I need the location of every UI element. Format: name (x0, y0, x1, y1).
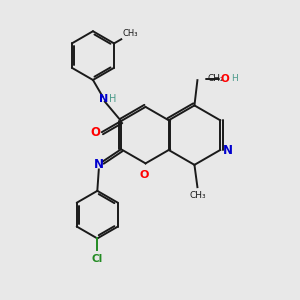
Text: H: H (109, 94, 116, 104)
Text: Cl: Cl (92, 254, 103, 264)
Text: O: O (140, 170, 149, 180)
Text: O: O (220, 74, 230, 84)
Text: CH₃: CH₃ (189, 191, 206, 200)
Text: CH₂: CH₂ (208, 74, 224, 83)
Text: H: H (232, 74, 238, 83)
Text: N: N (94, 158, 104, 171)
Text: N: N (223, 143, 232, 157)
Text: N: N (99, 94, 108, 104)
Text: O: O (91, 126, 101, 139)
Text: CH₃: CH₃ (123, 29, 138, 38)
